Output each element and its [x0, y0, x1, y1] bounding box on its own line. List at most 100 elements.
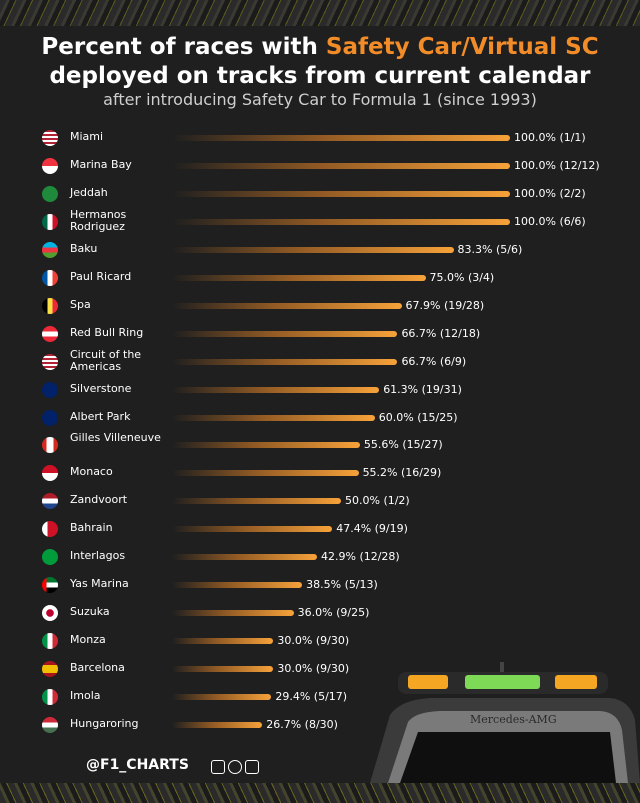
category-label: Jeddah [70, 185, 108, 199]
category-label: Barcelona [70, 661, 125, 675]
data-label: 38.5% (5/13) [306, 578, 378, 592]
data-label: 83.3% (5/6) [457, 242, 523, 256]
title-accent: Safety Car/Virtual SC [325, 34, 599, 60]
category-label: Silverstone [70, 381, 132, 395]
flag-icon [42, 521, 58, 538]
flag-icon [42, 633, 58, 650]
data-label: 61.3% (19/31) [383, 382, 462, 396]
category-label: Gilles Villeneuve [70, 431, 161, 445]
bar [172, 414, 375, 421]
category-label: Albert Park [70, 409, 131, 423]
bar-row: Baku 83.3% (5/6) [0, 236, 640, 264]
bar-row: Circuit of the Americas 66.7% (6/9) [0, 348, 640, 376]
bar [172, 721, 263, 728]
bar [172, 162, 510, 169]
category-label: Miami [70, 130, 104, 143]
bar [172, 582, 303, 589]
bar-row: Albert Park 60.0% (15/25) [0, 404, 640, 432]
safety-car-image: Mercedes-AMG [360, 660, 640, 783]
instagram-icon [228, 760, 242, 774]
category-label: Paul Ricard [70, 269, 132, 283]
data-label: 42.9% (12/28) [321, 550, 400, 564]
flag-icon [42, 605, 58, 622]
flag-icon [42, 185, 58, 202]
bar-row: Gilles Villeneuve 55.6% (15/27) [0, 431, 640, 459]
category-label: Imola [70, 689, 101, 702]
bar-row: Hungaroring 26.7% (8/30) [0, 711, 640, 739]
bar [172, 442, 360, 449]
bar [172, 246, 454, 253]
bar [172, 358, 398, 365]
flag-icon [42, 437, 58, 454]
bar [172, 330, 398, 337]
flag-icon [42, 130, 58, 146]
bar [172, 610, 294, 617]
bar [172, 135, 510, 141]
bar [172, 218, 510, 225]
data-label: 60.0% (15/25) [378, 410, 458, 424]
category-label: Monaco [70, 465, 113, 479]
bar-row: Monza 30.0% (9/30) [0, 627, 640, 655]
bar-row: Silverstone 61.3% (19/31) [0, 376, 640, 404]
flag-icon [42, 353, 58, 370]
flag-icon [42, 409, 58, 426]
footer-handle: @F1_CHARTS [86, 757, 189, 773]
flag-icon [42, 297, 58, 314]
category-label: Zandvoort [70, 493, 128, 507]
twitter-icon [211, 760, 225, 774]
category-label: Interlagos [70, 549, 126, 563]
flag-icon [42, 325, 58, 342]
category-label: Yas Marina [70, 577, 129, 591]
category-label: Hungaroring [70, 716, 139, 730]
bar [172, 386, 380, 393]
bar-row: Jeddah 100.0% (2/2) [0, 180, 640, 208]
data-label: 47.4% (9/19) [336, 522, 408, 536]
data-label: 100.0% (2/2) [514, 186, 586, 200]
category-label: Monza [70, 633, 106, 647]
flag-icon [42, 213, 58, 230]
category-label: Suzuka [70, 605, 110, 619]
bar [172, 554, 317, 561]
bottom-asphalt-band [0, 783, 640, 803]
data-label: 50.0% (1/2) [345, 494, 410, 508]
facebook-icon [245, 760, 259, 774]
flag-icon [42, 549, 58, 566]
chart-title-line1: Percent of races with Safety Car/Virtual… [0, 34, 640, 60]
bar-row: Paul Ricard 75.0% (3/4) [0, 264, 640, 292]
bar-row: Yas Marina 38.5% (5/13) [0, 571, 640, 599]
data-label: 36.0% (9/25) [297, 606, 370, 620]
bar [172, 302, 402, 309]
data-label: 75.0% (3/4) [429, 270, 495, 284]
bar [172, 470, 359, 477]
bar [172, 666, 274, 673]
bar-row: Monaco 55.2% (16/29) [0, 459, 640, 487]
data-label: 100.0% (1/1) [514, 131, 586, 144]
bar [172, 694, 272, 700]
data-label: 26.7% (8/30) [266, 717, 338, 731]
bar-row: Suzuka 36.0% (9/25) [0, 599, 640, 627]
bar-row: Hermanos Rodriguez 100.0% (6/6) [0, 208, 640, 236]
bar-row: Miami 100.0% (1/1) [0, 124, 640, 152]
flag-icon [42, 493, 58, 510]
data-label: 66.7% (6/9) [401, 354, 467, 368]
category-label: Bahrain [70, 521, 113, 535]
data-label: 30.0% (9/30) [277, 662, 350, 676]
bar [172, 498, 341, 505]
data-label: 66.7% (12/18) [401, 326, 481, 340]
bar-row: Interlagos 42.9% (12/28) [0, 543, 640, 571]
bar [172, 638, 274, 645]
data-label: 100.0% (12/12) [514, 158, 600, 172]
data-label: 55.2% (16/29) [362, 466, 442, 480]
data-label: 55.6% (15/27) [363, 438, 443, 452]
flag-icon [42, 577, 58, 594]
flag-icon [42, 157, 58, 174]
chart-title-line2: deployed on tracks from current calendar [49, 63, 591, 89]
chart-panel [0, 26, 640, 786]
category-label: Marina Bay [70, 157, 132, 171]
chart-subtitle: after introducing Safety Car to Formula … [103, 90, 537, 109]
flag-icon [42, 241, 58, 258]
flag-icon [42, 381, 58, 398]
bar-row: Marina Bay 100.0% (12/12) [0, 152, 640, 180]
category-label: Baku [70, 241, 98, 255]
category-label: Spa [70, 297, 91, 311]
